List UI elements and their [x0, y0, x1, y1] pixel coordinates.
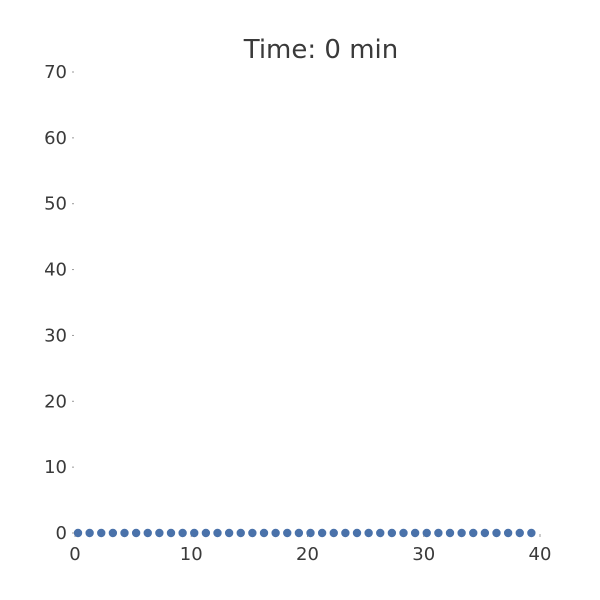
x-tick-label: 20 [296, 544, 319, 565]
data-point [271, 528, 280, 538]
data-point [143, 528, 152, 538]
data-point [364, 528, 373, 538]
data-point [120, 528, 129, 538]
data-point [108, 528, 118, 538]
data-point [410, 528, 420, 538]
data-point [376, 528, 385, 538]
data-point [469, 528, 478, 538]
data-point [201, 528, 211, 538]
data-point [283, 528, 292, 538]
y-tick-label: 60 [44, 128, 67, 149]
y-tick-label: 30 [44, 325, 67, 346]
x-tick-label: 0 [69, 544, 80, 565]
data-point [97, 528, 106, 538]
chart-title: Time: 0 min [243, 35, 399, 65]
data-point [131, 528, 141, 538]
data-point [236, 528, 245, 538]
data-point [352, 528, 362, 538]
data-point [387, 528, 397, 538]
data-series [73, 528, 536, 538]
data-point [248, 528, 257, 538]
data-point [492, 528, 501, 538]
data-point [155, 528, 164, 538]
data-point [434, 528, 443, 538]
y-tick-label: 50 [44, 194, 67, 215]
data-point [166, 528, 176, 538]
y-tick-label: 40 [44, 260, 67, 281]
y-tick-label: 10 [44, 457, 67, 478]
data-point [178, 528, 187, 538]
data-point [329, 528, 338, 538]
data-point [306, 528, 315, 538]
data-point [73, 528, 83, 538]
y-tick-label: 70 [44, 62, 67, 83]
x-tick-label: 40 [529, 544, 552, 565]
data-point [445, 528, 455, 538]
axes: 0 10 20 30 40 50 60 70 0 10 20 30 40 [44, 62, 551, 565]
x-tick-label: 10 [180, 544, 203, 565]
x-tick-label: 30 [412, 544, 435, 565]
data-point [190, 528, 199, 538]
data-point [503, 528, 513, 538]
data-point [399, 528, 408, 538]
data-point [85, 528, 94, 538]
y-tick-label: 20 [44, 391, 67, 412]
data-point [213, 528, 222, 538]
data-point [259, 528, 269, 538]
data-point [457, 528, 466, 538]
data-point [224, 528, 234, 538]
data-point [294, 528, 304, 538]
data-point [422, 528, 431, 538]
data-point [480, 528, 490, 538]
data-point [527, 528, 536, 538]
data-point [341, 528, 350, 538]
data-point [515, 528, 524, 538]
y-tick-label: 0 [56, 523, 67, 544]
data-point [317, 528, 327, 538]
